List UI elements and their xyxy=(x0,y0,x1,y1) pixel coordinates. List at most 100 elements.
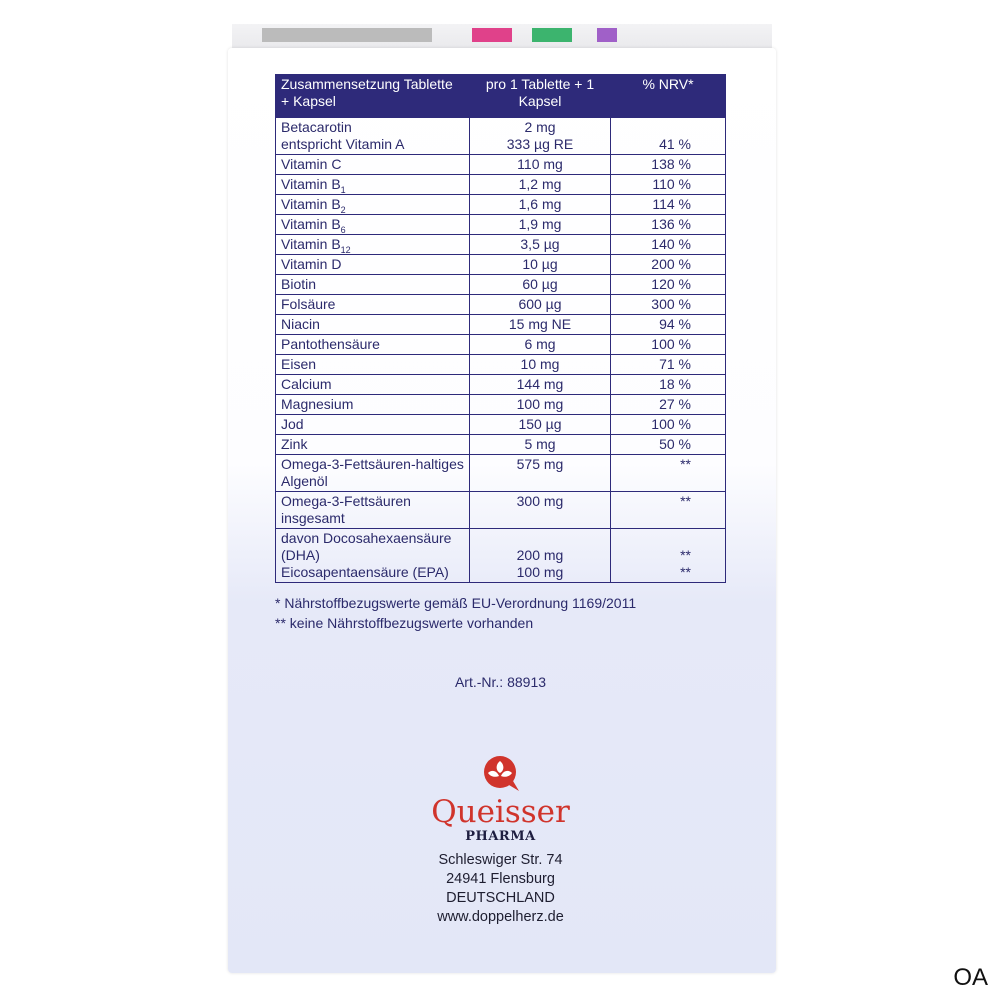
cell-nrv: ** xyxy=(610,491,726,529)
cell-nrv: 71 % xyxy=(610,354,726,375)
amount-text: 600 µg xyxy=(475,296,605,313)
cell-amount: 2 mg 333 µg RE xyxy=(469,117,611,155)
nrv-text: ** xyxy=(616,564,691,581)
name-value: davon Docosahexaensäure (DHA) xyxy=(281,530,452,563)
nrv-value: ** xyxy=(680,547,691,563)
cell-amount: 3,5 µg xyxy=(469,234,611,255)
table-row: Pantothensäure 6 mg 100 % xyxy=(275,334,726,355)
name-value: Biotin xyxy=(281,276,317,292)
nrv-text: ** xyxy=(616,456,691,490)
nrv-text: 120 % xyxy=(616,276,691,293)
nrv-value: 114 % xyxy=(652,196,691,212)
nrv-value: 41 % xyxy=(659,136,691,152)
cell-nrv: 138 % xyxy=(610,154,726,175)
amount-value: 10 mg xyxy=(520,356,560,372)
nrv-text: 94 % xyxy=(616,316,691,333)
cell-name: Omega-3-Fettsäuren-haltiges Algenöl xyxy=(275,454,470,492)
nrv-value: 27 % xyxy=(659,396,691,412)
nrv-value: 50 % xyxy=(659,436,691,452)
cell-name: davon Docosahexaensäure (DHA) Eicosapenta… xyxy=(275,528,470,583)
name-value: Magnesium xyxy=(281,396,354,412)
name-value: Vitamin B xyxy=(281,196,341,212)
name-text: Folsäure xyxy=(281,296,464,313)
name-text: Niacin xyxy=(281,316,464,333)
name-text: Eicosapentaensäure (EPA) xyxy=(281,564,464,581)
cell-nrv: 18 % xyxy=(610,374,726,395)
nrv-value: 110 % xyxy=(652,176,691,192)
amount-text: 5 mg xyxy=(475,436,605,453)
amount-value: 1,2 mg xyxy=(518,176,562,192)
corner-mark: OA xyxy=(953,964,988,991)
name-value: Vitamin B xyxy=(281,176,341,192)
table-row: Calcium 144 mg 18 % xyxy=(275,374,726,395)
brand-sub: PHARMA xyxy=(465,829,536,844)
nrv-text xyxy=(616,119,691,136)
name-value: Zink xyxy=(281,436,308,452)
amount-value: 6 mg xyxy=(524,336,556,352)
cell-name: Eisen xyxy=(275,354,470,375)
amount-text: 110 mg xyxy=(475,156,605,173)
cell-name: Betacarotin entspricht Vitamin A xyxy=(275,117,470,155)
cell-amount: 1,2 mg xyxy=(469,174,611,195)
name-text: Biotin xyxy=(281,276,464,293)
subscript: 12 xyxy=(340,244,351,255)
nrv-text: 114 % xyxy=(616,196,691,213)
table-row: Magnesium 100 mg 27 % xyxy=(275,394,726,415)
name-text: Betacarotin xyxy=(281,119,464,136)
nrv-value: 100 % xyxy=(651,336,691,352)
name-text: Omega-3-Fettsäuren-haltiges Algenöl xyxy=(281,456,464,490)
name-text: Eisen xyxy=(281,356,464,373)
name-value: Jod xyxy=(281,416,304,432)
name-value: Vitamin B xyxy=(281,236,341,252)
footnotes: * Nährstoffbezugswerte gemäß EU-Verordnu… xyxy=(275,593,726,633)
header-amount: pro 1 Tablette + 1 Kapsel xyxy=(469,74,611,118)
street: Schleswiger Str. 74 xyxy=(438,852,563,868)
cell-nrv: 200 % xyxy=(610,254,726,275)
nrv-text: 200 % xyxy=(616,256,691,273)
amount-value: 10 µg xyxy=(522,256,558,272)
cell-nrv: ** ** xyxy=(610,528,726,583)
name-value: Niacin xyxy=(281,316,320,332)
name-text: Vitamin B2 xyxy=(281,196,464,214)
name-text: Calcium xyxy=(281,376,464,393)
cell-amount: 10 mg xyxy=(469,354,611,375)
nrv-value: 138 % xyxy=(651,156,691,172)
name-text: Omega-3-Fettsäuren insgesamt xyxy=(281,493,464,527)
name-value: Calcium xyxy=(281,376,332,392)
nrv-text: 136 % xyxy=(616,216,691,233)
queisser-q-leaf-icon xyxy=(483,756,519,791)
table-row: Vitamin B2 1,6 mg 114 % xyxy=(275,194,726,215)
table-row: Niacin 15 mg NE 94 % xyxy=(275,314,726,335)
cell-amount: 575 mg xyxy=(469,454,611,492)
amount-value: 100 mg xyxy=(516,564,564,580)
cell-name: Niacin xyxy=(275,314,470,335)
cell-name: Vitamin B2 xyxy=(275,194,470,215)
name-value: Omega-3-Fettsäuren-haltiges Algenöl xyxy=(281,456,464,489)
table-row: Jod 150 µg 100 % xyxy=(275,414,726,435)
table-row: Vitamin C 110 mg 138 % xyxy=(275,154,726,175)
amount-value: 150 µg xyxy=(518,416,562,432)
cell-amount: 10 µg xyxy=(469,254,611,275)
nrv-value: 300 % xyxy=(651,296,691,312)
article-number: Art.-Nr.: 88913 xyxy=(454,674,547,690)
nrv-text: 50 % xyxy=(616,436,691,453)
cell-nrv: 100 % xyxy=(610,334,726,355)
queisser-logo: Queisser PHARMA xyxy=(426,753,576,845)
website: www.doppelherz.de xyxy=(437,909,564,925)
amount-text: 10 µg xyxy=(475,256,605,273)
name-text: Pantothensäure xyxy=(281,336,464,353)
name-value: entspricht Vitamin A xyxy=(281,136,405,152)
amount-value: 100 mg xyxy=(516,396,564,412)
amount-value: 144 mg xyxy=(516,376,564,392)
amount-text: 6 mg xyxy=(475,336,605,353)
nrv-value: 18 % xyxy=(659,376,691,392)
country: DEUTSCHLAND xyxy=(446,890,555,906)
table-row: Zink 5 mg 50 % xyxy=(275,434,726,455)
amount-text: 100 mg xyxy=(475,564,605,581)
nrv-text: 140 % xyxy=(616,236,691,253)
cell-amount: 150 µg xyxy=(469,414,611,435)
nrv-text: 71 % xyxy=(616,356,691,373)
amount-text: 1,2 mg xyxy=(475,176,605,193)
cell-nrv: 140 % xyxy=(610,234,726,255)
cell-nrv: 110 % xyxy=(610,174,726,195)
